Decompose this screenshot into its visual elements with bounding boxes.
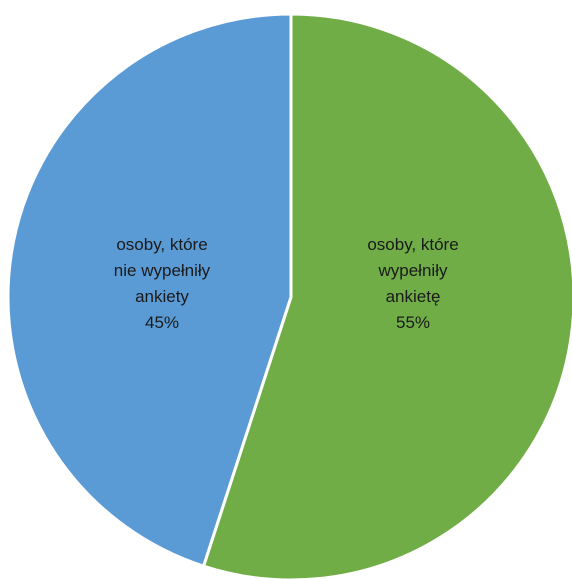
slice-label-filled: osoby, które wypełniły ankietę 55% (338, 232, 488, 336)
pie-slice-filled (202, 12, 572, 579)
slice-label-line: osoby, które (116, 235, 208, 254)
slice-label-line: wypełniły (378, 261, 448, 280)
slice-percent: 45% (144, 313, 180, 332)
slice-percent: 55% (395, 313, 431, 332)
slice-label-line: osoby, które (367, 235, 459, 254)
slice-label-line: nie wypełniły (113, 261, 211, 280)
slice-label-line: ankiety (135, 287, 189, 306)
slice-label-line: ankietę (385, 287, 441, 306)
pie-slice-not-filled (6, 12, 293, 568)
slice-label-not-filled: osoby, które nie wypełniły ankiety 45% (87, 232, 237, 336)
